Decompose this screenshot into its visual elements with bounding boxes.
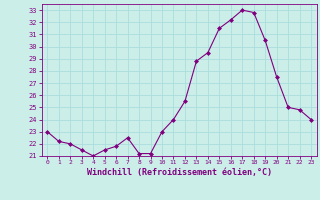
X-axis label: Windchill (Refroidissement éolien,°C): Windchill (Refroidissement éolien,°C)	[87, 168, 272, 177]
